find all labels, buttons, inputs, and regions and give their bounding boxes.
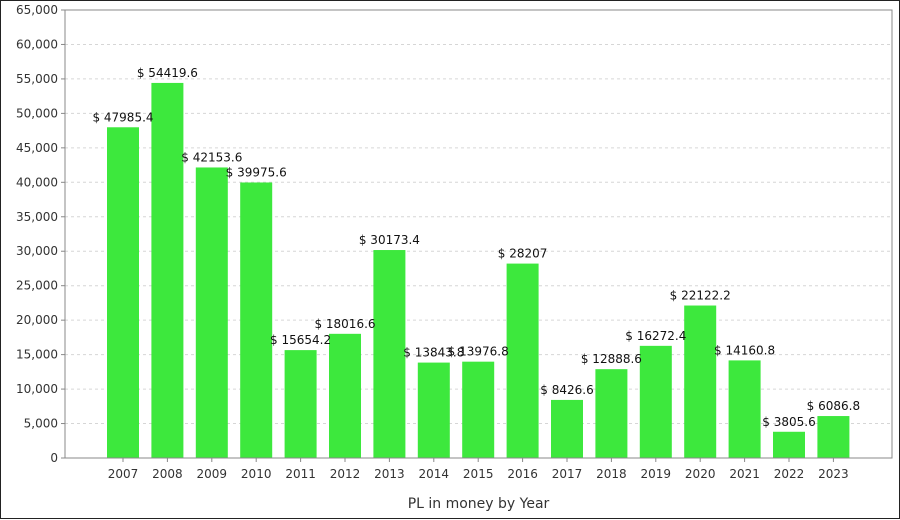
- bar-2022: [773, 431, 805, 458]
- x-tick-label-2013: 2013: [374, 467, 405, 481]
- data-label-2018: $ 12888.6: [581, 352, 642, 366]
- x-tick-label-2008: 2008: [152, 467, 183, 481]
- x-axis-title: PL in money by Year: [408, 496, 550, 512]
- y-tick-label: 35,000: [16, 210, 58, 224]
- y-tick-label: 55,000: [16, 72, 58, 86]
- x-tick-label-2009: 2009: [197, 467, 228, 481]
- bar-2019: [639, 345, 672, 458]
- x-tick-label-2007: 2007: [108, 467, 139, 481]
- x-tick-label-2011: 2011: [285, 467, 316, 481]
- data-label-2010: $ 39975.6: [226, 165, 287, 179]
- bar-2020: [684, 305, 717, 458]
- data-label-2014: $ 13843.8: [403, 346, 464, 360]
- x-tick-label-2021: 2021: [729, 467, 760, 481]
- bar-2016: [506, 263, 539, 458]
- x-tick-label-2022: 2022: [774, 467, 805, 481]
- y-tick-label: 5,000: [24, 417, 58, 431]
- data-label-2022: $ 3805.6: [762, 415, 815, 429]
- y-tick-label: 60,000: [16, 37, 58, 51]
- y-tick-label: 50,000: [16, 106, 58, 120]
- x-tick-label-2012: 2012: [330, 467, 361, 481]
- data-label-2009: $ 42153.6: [181, 150, 242, 164]
- y-axis-tick-labels: 0 5,000 10,000 15,000 20,000 25,000 30,000 35,0…: [16, 3, 65, 465]
- data-label-2019: $ 16272.4: [625, 329, 686, 343]
- bar-2021: [728, 360, 761, 458]
- y-tick-label: 0: [50, 451, 58, 465]
- x-tick-label-2015: 2015: [463, 467, 494, 481]
- bar-2009: [195, 167, 228, 458]
- bar-2018: [595, 369, 628, 458]
- data-label-2017: $ 8426.6: [540, 383, 593, 397]
- bar-2023: [817, 416, 850, 458]
- x-tick-label-2016: 2016: [507, 467, 538, 481]
- data-labels: $ 47985.4 $ 54419.6 $ 42153.6$ 39975.6 $ 15…: [92, 66, 860, 429]
- x-tick-label-2017: 2017: [552, 467, 583, 481]
- bar-2017: [551, 399, 583, 458]
- y-tick-label: 25,000: [16, 279, 58, 293]
- y-tick-label: 45,000: [16, 141, 58, 155]
- bars: [107, 82, 850, 458]
- x-tick-label-2014: 2014: [419, 467, 450, 481]
- data-label-2011: $ 15654.2: [270, 333, 331, 347]
- data-label-2007: $ 47985.4: [92, 110, 153, 124]
- x-axis-tick-labels: 2007 2008 2009 2010 2011 2012 2013 2014 2015 2016…: [108, 458, 849, 481]
- data-label-2016: $ 28207: [498, 247, 548, 261]
- x-tick-label-2010: 2010: [241, 467, 272, 481]
- y-tick-label: 15,000: [16, 348, 58, 362]
- x-tick-label-2023: 2023: [818, 467, 849, 481]
- y-tick-label: 20,000: [16, 313, 58, 327]
- data-label-2013: $ 30173.4: [359, 233, 420, 247]
- x-tick-label-2018: 2018: [596, 467, 627, 481]
- data-label-2008: $ 54419.6: [137, 66, 198, 80]
- bar-2013: [373, 250, 406, 458]
- bar-2014: [417, 362, 450, 458]
- bar-2015: [462, 361, 495, 458]
- y-tick-label: 30,000: [16, 244, 58, 258]
- data-label-2021: $ 14160.8: [714, 343, 775, 357]
- data-label-2015: $ 13976.8: [448, 345, 509, 359]
- data-label-2012: $ 18016.6: [314, 317, 375, 331]
- bar-2010: [240, 182, 273, 458]
- data-label-2023: $ 6086.8: [807, 399, 860, 413]
- y-tick-label: 65,000: [16, 3, 58, 17]
- bar-2011: [284, 350, 317, 458]
- bar-2007: [107, 127, 139, 458]
- data-label-2020: $ 22122.2: [670, 289, 731, 303]
- y-tick-label: 10,000: [16, 382, 58, 396]
- bar-2012: [329, 333, 361, 458]
- bar-2008: [151, 82, 184, 458]
- y-tick-label: 40,000: [16, 175, 58, 189]
- x-tick-label-2020: 2020: [685, 467, 716, 481]
- x-tick-label-2019: 2019: [641, 467, 672, 481]
